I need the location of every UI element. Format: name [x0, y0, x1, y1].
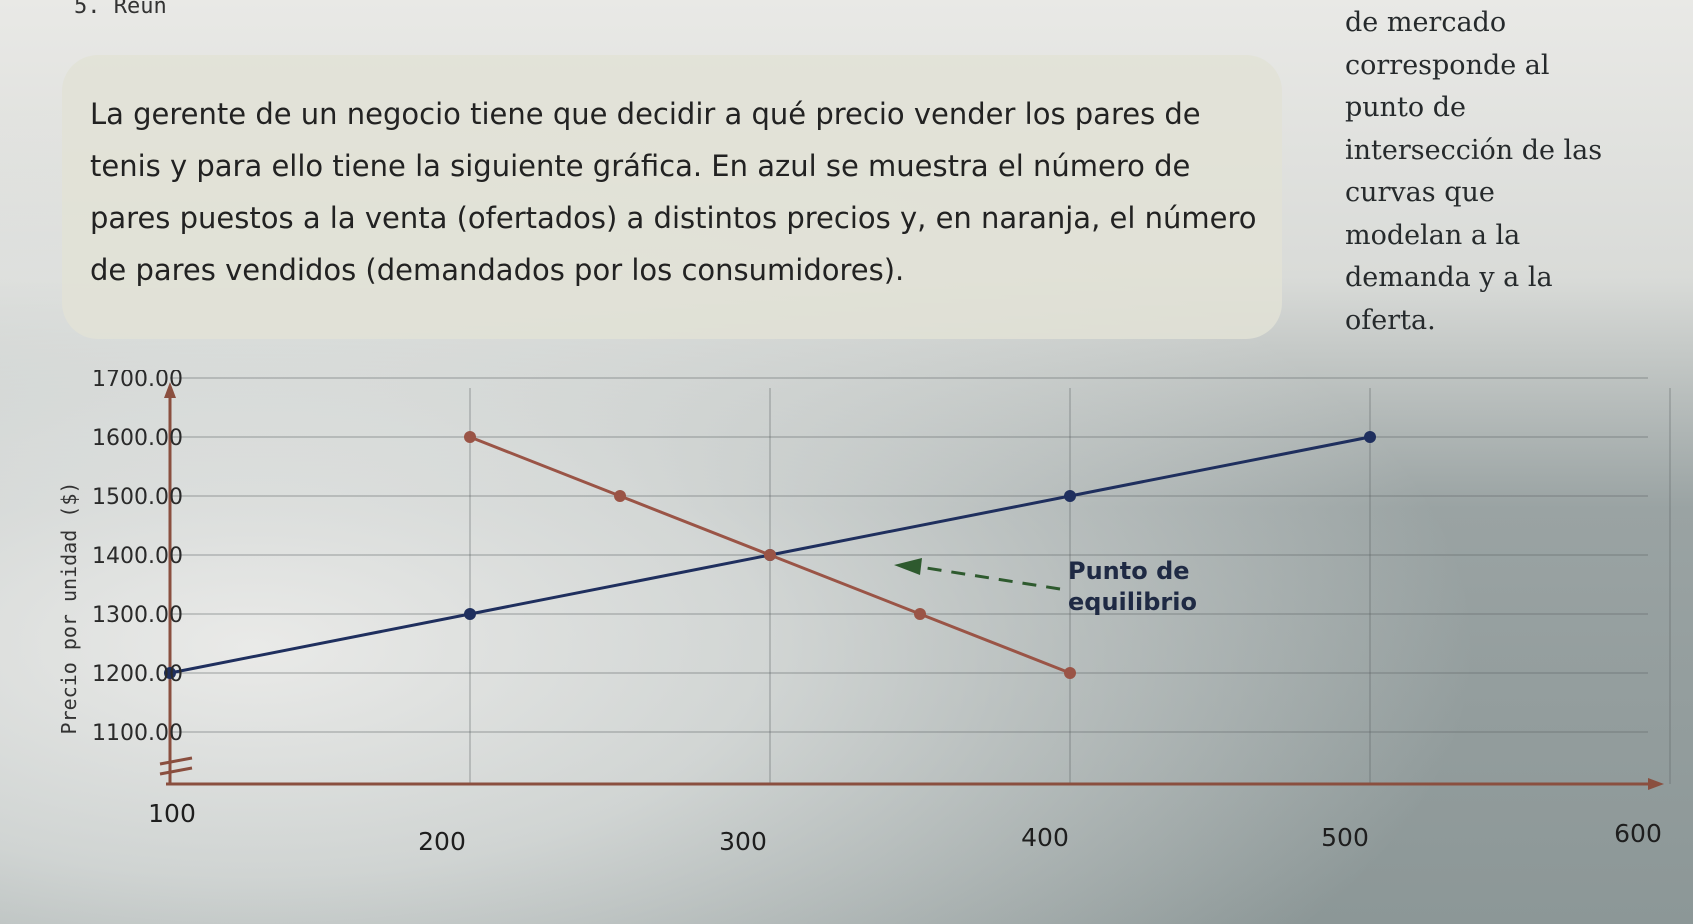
axis-break-mark	[159, 756, 193, 766]
data-point-oferta	[1064, 490, 1076, 502]
data-point-oferta	[164, 667, 176, 679]
data-point-oferta	[464, 608, 476, 620]
problem-number: 5. Reún	[74, 0, 167, 19]
y-tick-label: 1700.00	[92, 370, 183, 392]
prompt-box	[62, 55, 1282, 339]
side-note: de mercado corresponde al punto de inter…	[1345, 7, 1603, 336]
x-tick-label: 100	[148, 799, 196, 828]
equilibrium-label-line1: Punto de	[1068, 557, 1190, 585]
equilibrium-arrow	[919, 565, 1061, 591]
prompt-text: La gerente de un negocio tiene que decid…	[90, 97, 1257, 287]
chart-labels: 1100.00 1200.00 1300.00 1400.00 1500.00 1600.…	[57, 370, 1662, 856]
y-axis-label: Precio por unidad ($)	[57, 482, 81, 735]
y-tick-label: 1200.00	[92, 662, 183, 687]
data-point-oferta	[1364, 431, 1376, 443]
x-axis-arrow	[1648, 778, 1664, 790]
x-tick-label: 200	[418, 827, 466, 856]
data-point-demanda	[764, 549, 776, 561]
x-tick-label: 400	[1021, 823, 1069, 852]
data-point-demanda	[614, 490, 626, 502]
data-point-demanda	[1064, 667, 1076, 679]
y-tick-label: 1400.00	[92, 544, 183, 569]
chart-series	[164, 431, 1376, 679]
y-axis-arrow	[164, 382, 176, 398]
chart-grid	[170, 377, 1671, 784]
x-tick-label: 600	[1614, 819, 1662, 848]
supply-demand-chart: 1100.00 1200.00 1300.00 1400.00 1500.00 1600.…	[57, 370, 1671, 856]
equilibrium-arrowhead	[894, 558, 922, 575]
y-tick-label: 1600.00	[92, 426, 183, 451]
y-tick-label: 1100.00	[92, 721, 183, 746]
x-tick-label: 300	[719, 827, 767, 856]
chart-axes	[159, 382, 1664, 790]
data-point-demanda	[914, 608, 926, 620]
x-tick-label: 500	[1321, 823, 1369, 852]
y-tick-label: 1300.00	[92, 603, 183, 628]
axis-break-mark	[159, 766, 193, 776]
data-point-demanda	[464, 431, 476, 443]
equilibrium-label-line2: equilibrio	[1068, 588, 1197, 616]
y-tick-label: 1500.00	[92, 485, 183, 510]
